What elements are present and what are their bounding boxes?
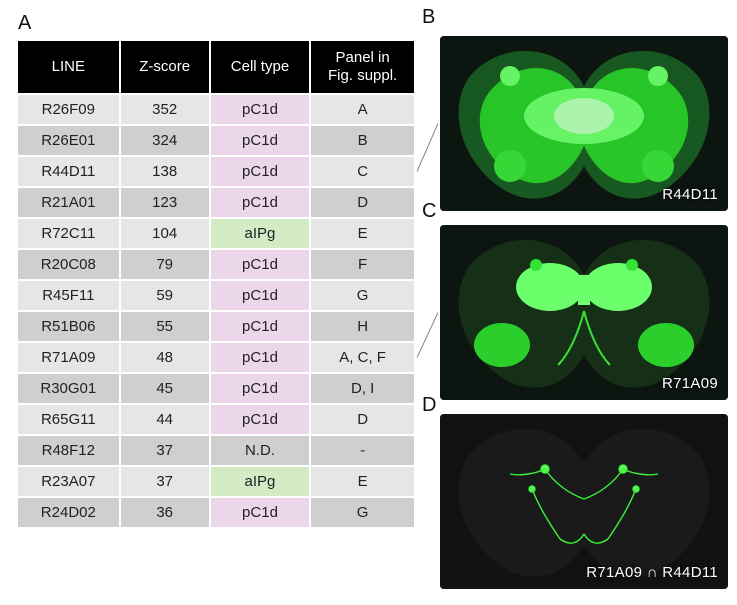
cell-zscore: 37 [120,466,210,497]
table-row: R21A01123pC1dD [17,187,415,218]
table-row: R65G1144pC1dD [17,404,415,435]
table-row: R30G0145pC1dD, I [17,373,415,404]
cell-celltype: pC1d [210,249,311,280]
cell-line: R48F12 [17,435,120,466]
cell-panel: - [310,435,415,466]
cell-panel: D [310,404,415,435]
cell-celltype: aIPg [210,466,311,497]
panel-label-D: D [422,394,436,417]
table-row: R44D11138pC1dC [17,156,415,187]
cell-line: R65G11 [17,404,120,435]
table-row: R26F09352pC1dA [17,94,415,125]
micrograph-B: R44D11 [440,36,728,211]
cell-zscore: 36 [120,497,210,528]
caption-D: R71A09 ∩ R44D11 [586,564,718,581]
cell-zscore: 55 [120,311,210,342]
cell-celltype: pC1d [210,404,311,435]
cell-celltype: pC1d [210,280,311,311]
table-row: R20C0879pC1dF [17,249,415,280]
right-column: R44D11 [440,12,728,589]
th-zscore: Z-score [120,40,210,94]
cell-zscore: 79 [120,249,210,280]
cell-zscore: 324 [120,125,210,156]
cell-celltype: pC1d [210,125,311,156]
table-row: R24D0236pC1dG [17,497,415,528]
table-row: R45F1159pC1dG [17,280,415,311]
cell-zscore: 37 [120,435,210,466]
cell-panel: E [310,466,415,497]
cell-panel: C [310,156,415,187]
cell-zscore: 45 [120,373,210,404]
cell-celltype: pC1d [210,94,311,125]
cell-celltype: pC1d [210,342,311,373]
cell-celltype: pC1d [210,497,311,528]
cell-line: R21A01 [17,187,120,218]
cell-panel: E [310,218,415,249]
table-row: R26E01324pC1dB [17,125,415,156]
micrograph-C: R71A09 [440,225,728,400]
cell-line: R23A07 [17,466,120,497]
th-panel-text: Panel inFig. suppl. [328,49,397,84]
cell-zscore: 123 [120,187,210,218]
cell-celltype: pC1d [210,187,311,218]
panel-label-B: B [422,6,435,29]
cell-panel: G [310,280,415,311]
cell-celltype: pC1d [210,156,311,187]
cell-zscore: 48 [120,342,210,373]
cell-celltype: N.D. [210,435,311,466]
cell-line: R44D11 [17,156,120,187]
figure-root: B C D A LINE Z-score Cell type Panel inF… [0,0,737,605]
th-celltype: Cell type [210,40,311,94]
caption-B: R44D11 [662,186,718,203]
cell-line: R72C11 [17,218,120,249]
micrograph-D: R71A09 ∩ R44D11 [440,414,728,589]
brain-svg-D [440,414,728,589]
brain-svg-B [440,36,728,211]
cell-line: R30G01 [17,373,120,404]
cell-zscore: 138 [120,156,210,187]
cell-line: R51B06 [17,311,120,342]
cell-line: R24D02 [17,497,120,528]
table-row: R51B0655pC1dH [17,311,415,342]
cell-celltype: pC1d [210,373,311,404]
cell-panel: G [310,497,415,528]
cell-line: R26E01 [17,125,120,156]
cell-celltype: aIPg [210,218,311,249]
cell-panel: B [310,125,415,156]
cell-panel: A, C, F [310,342,415,373]
cell-line: R26F09 [17,94,120,125]
cell-panel: H [310,311,415,342]
brain-svg-C [440,225,728,400]
panel-A: A LINE Z-score Cell type Panel inFig. su… [16,12,416,529]
cell-zscore: 44 [120,404,210,435]
cell-celltype: pC1d [210,311,311,342]
table-row: R23A0737aIPgE [17,466,415,497]
cell-panel: D, I [310,373,415,404]
cell-zscore: 104 [120,218,210,249]
cell-panel: A [310,94,415,125]
th-panel: Panel inFig. suppl. [310,40,415,94]
table-row: R72C11104aIPgE [17,218,415,249]
cell-line: R45F11 [17,280,120,311]
data-table: LINE Z-score Cell type Panel inFig. supp… [16,39,416,529]
cell-zscore: 59 [120,280,210,311]
th-line: LINE [17,40,120,94]
cell-line: R20C08 [17,249,120,280]
table-row: R71A0948pC1dA, C, F [17,342,415,373]
panel-label-A: A [18,12,416,35]
cell-line: R71A09 [17,342,120,373]
cell-panel: F [310,249,415,280]
table-row: R48F1237N.D.- [17,435,415,466]
caption-C: R71A09 [662,375,718,392]
cell-zscore: 352 [120,94,210,125]
cell-panel: D [310,187,415,218]
panel-label-C: C [422,200,436,223]
